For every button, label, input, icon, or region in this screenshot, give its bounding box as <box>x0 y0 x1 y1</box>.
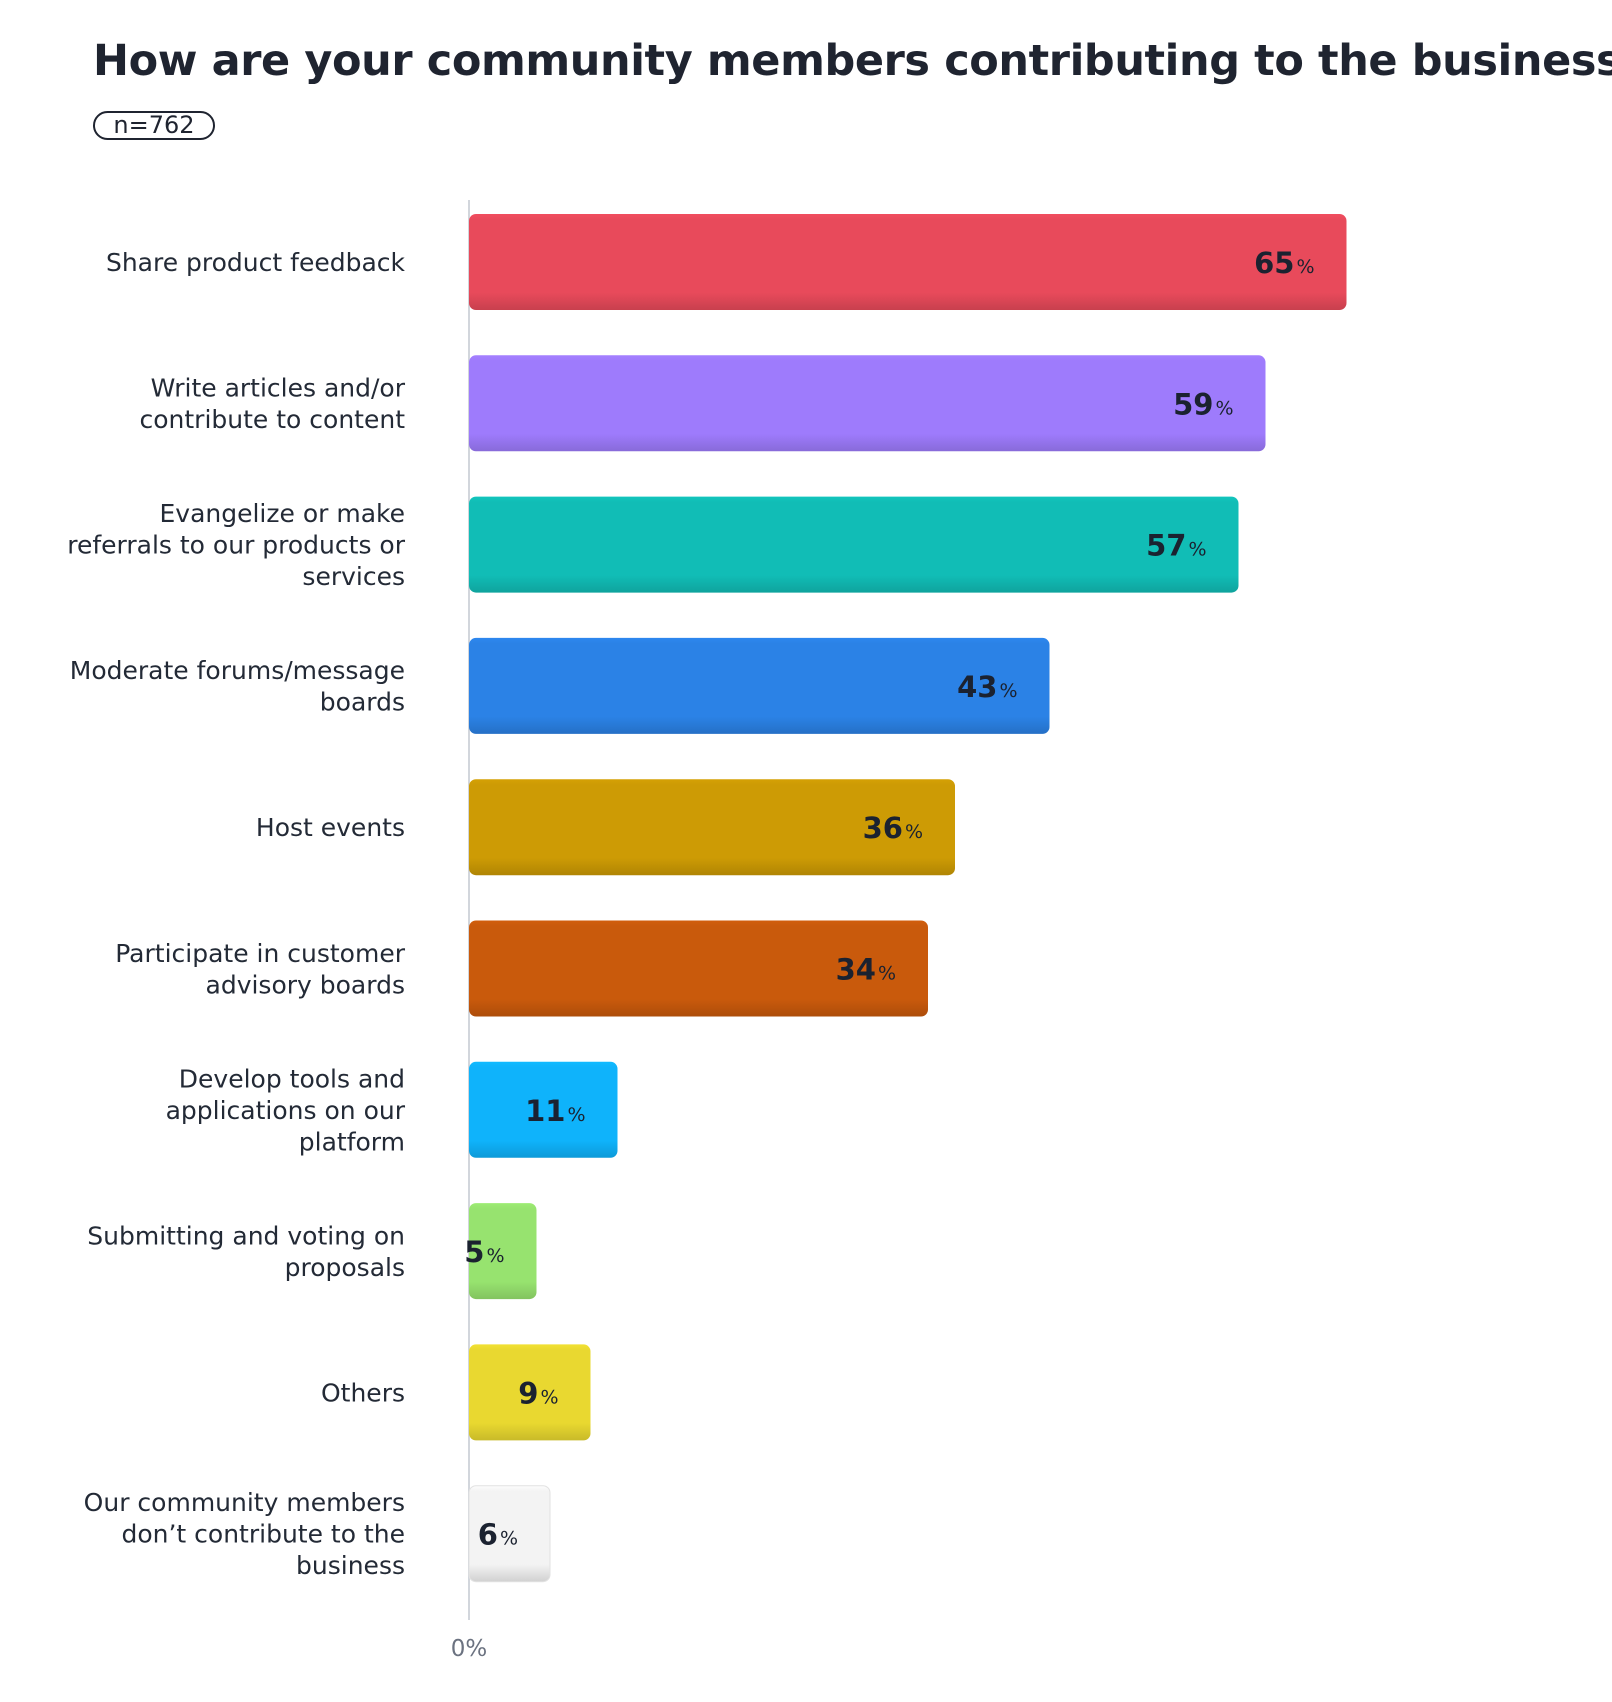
category-label: Develop tools and applications on our plat… <box>166 1064 406 1156</box>
bar <box>469 779 955 876</box>
category-label: Participate in customer advisory boards <box>115 939 405 1000</box>
sample-size-badge: n=762 <box>93 111 215 140</box>
bar <box>469 1203 537 1300</box>
bar <box>469 920 928 1017</box>
data-label: 65% <box>1254 246 1314 280</box>
category-label: Moderate forums/message boards <box>70 656 405 717</box>
category-label: Our community members don’t contribute to… <box>84 1488 405 1580</box>
bar <box>469 214 1347 310</box>
data-label: 57% <box>1146 529 1206 563</box>
bar <box>469 1061 618 1158</box>
bar <box>469 496 1239 593</box>
bar <box>469 1344 591 1441</box>
data-label: 5% <box>464 1235 504 1269</box>
data-label: 43% <box>957 670 1017 704</box>
x-tick-label: 0% <box>451 1636 488 1662</box>
data-label: 9% <box>518 1376 558 1410</box>
category-label: Write articles and/or contribute to conte… <box>139 374 405 435</box>
data-label: 6% <box>478 1518 518 1552</box>
bar <box>468 1485 551 1583</box>
category-label: Host events <box>256 813 405 842</box>
category-label: Submitting and voting on proposals <box>87 1221 405 1282</box>
data-label: 11% <box>525 1094 585 1128</box>
bar <box>469 355 1266 452</box>
category-label: Others <box>321 1378 405 1407</box>
chart-title: How are your community members contribut… <box>93 36 1612 86</box>
data-label: 59% <box>1173 387 1233 421</box>
category-label: Evangelize or make referrals to our produ… <box>67 499 405 591</box>
data-label: 34% <box>836 953 896 987</box>
category-label: Share product feedback <box>106 248 406 277</box>
bar <box>469 637 1050 734</box>
data-label: 36% <box>863 811 923 845</box>
